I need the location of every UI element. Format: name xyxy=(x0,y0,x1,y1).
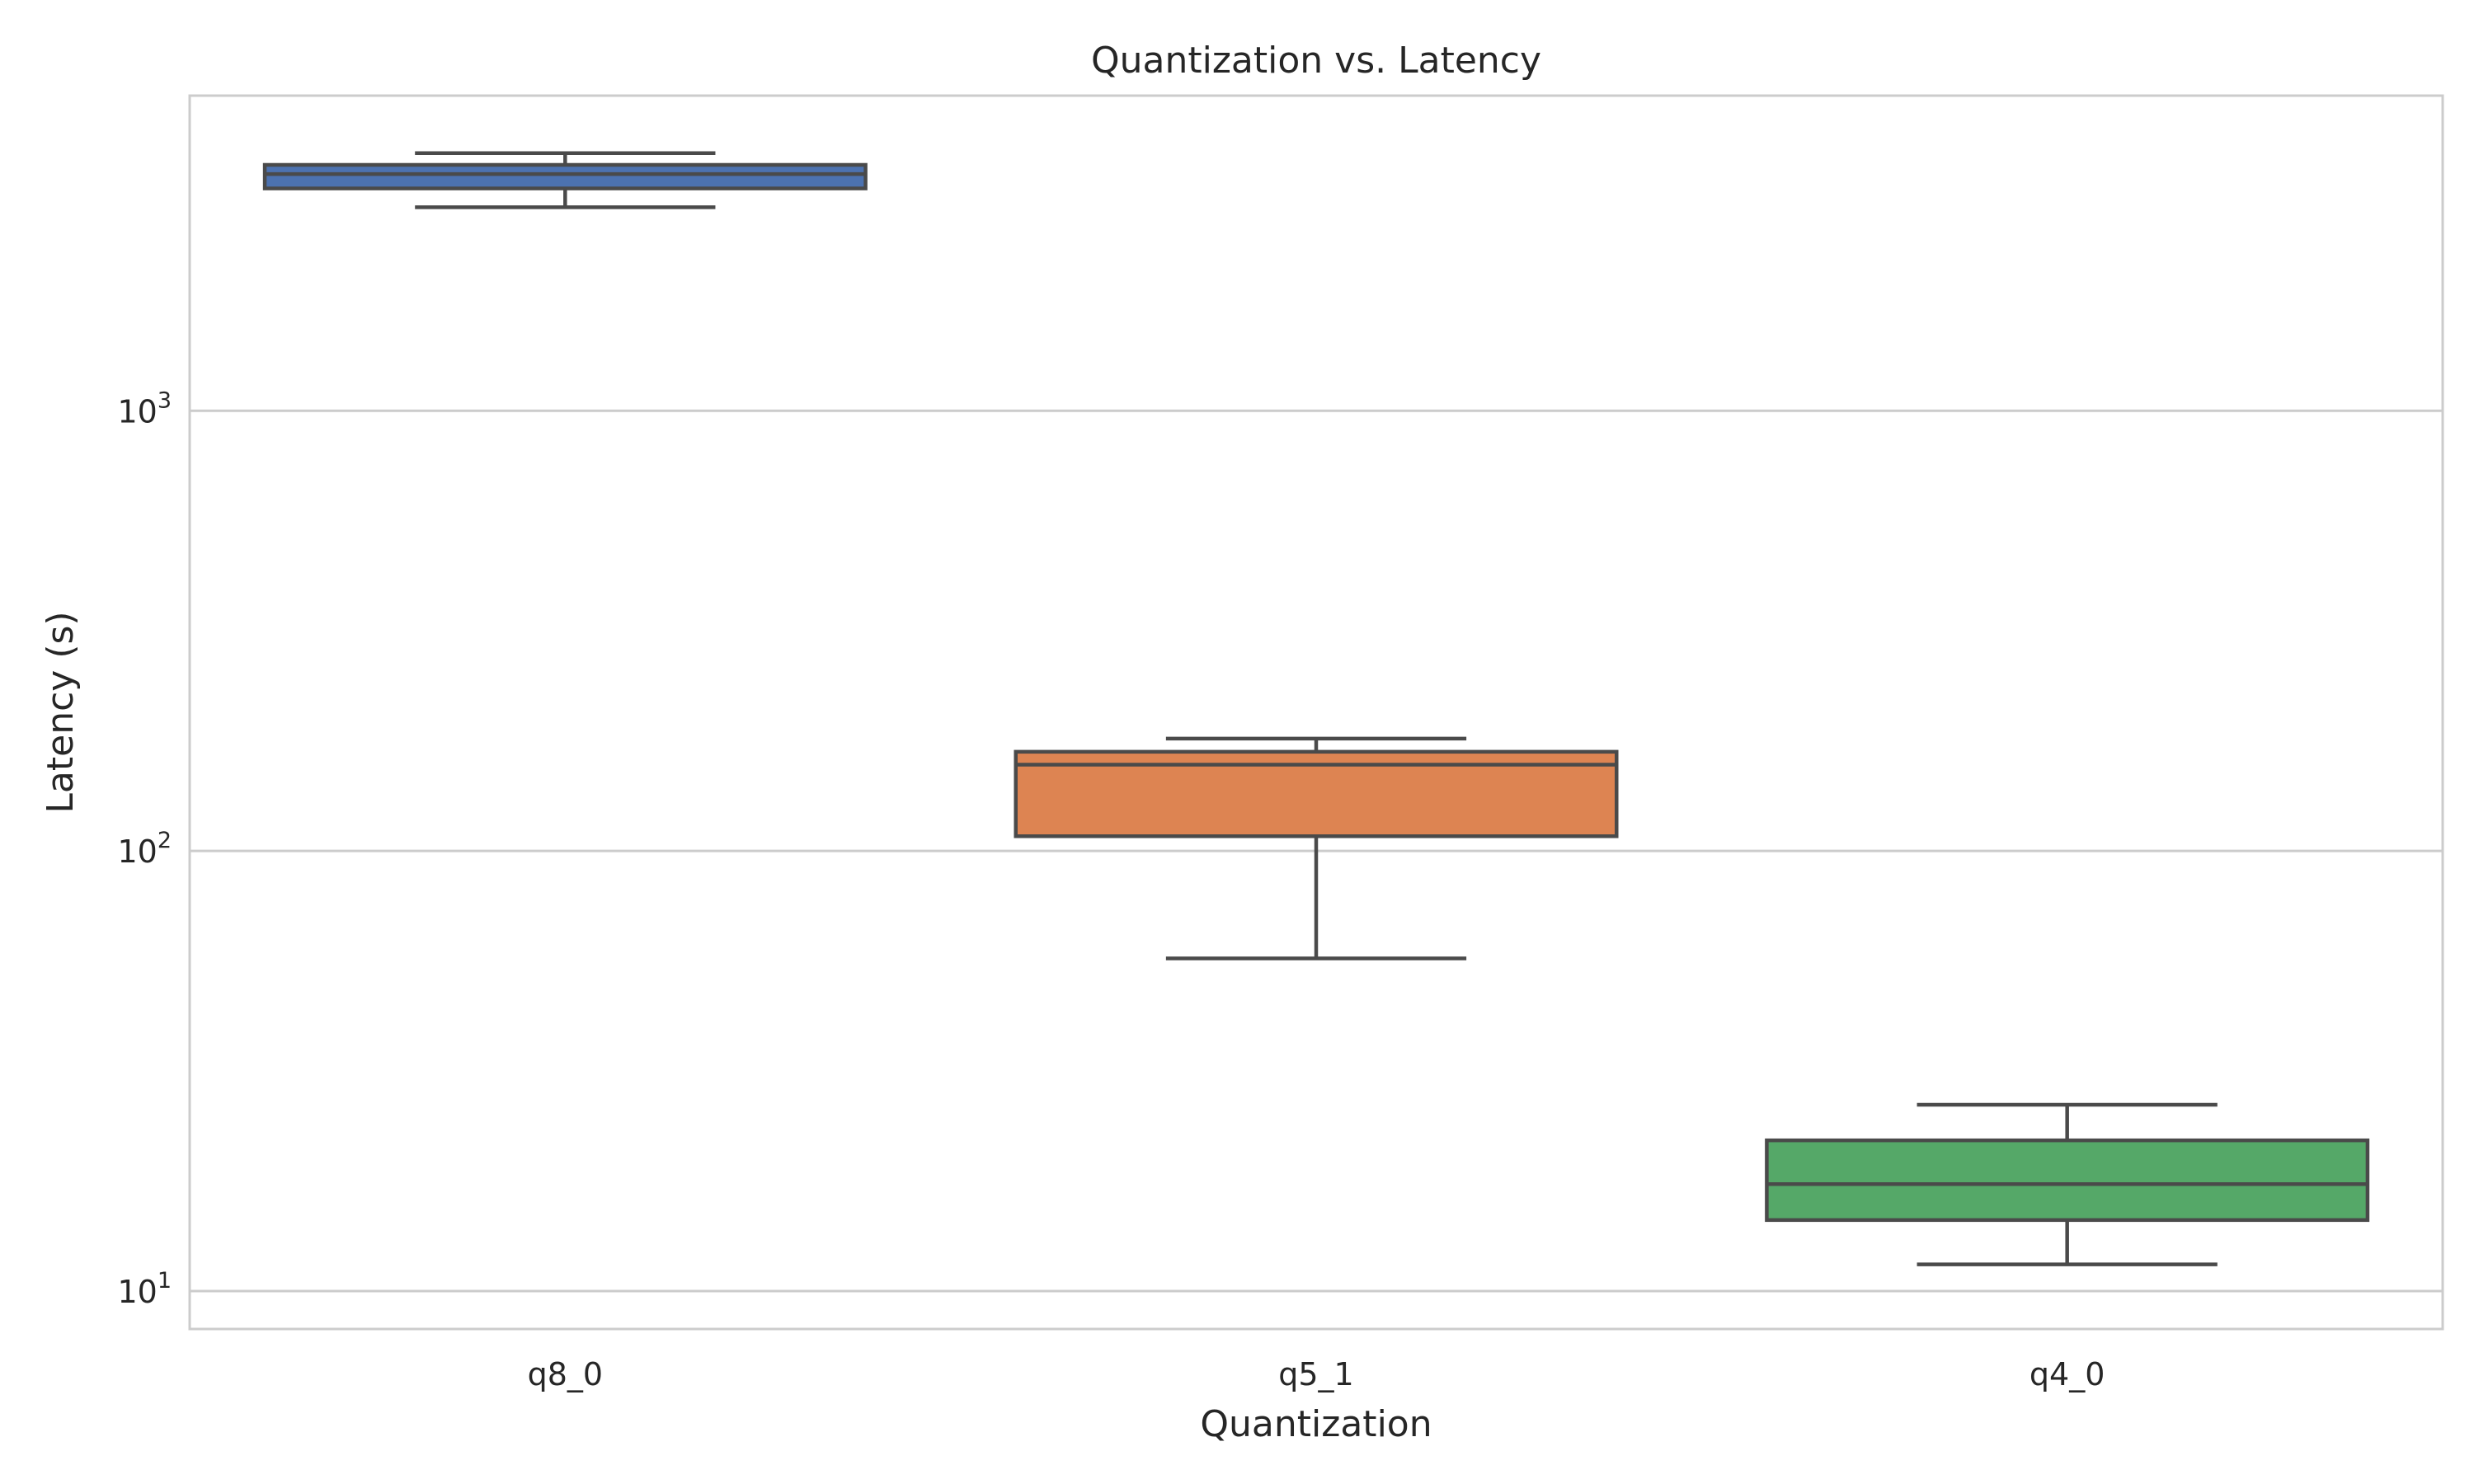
chart-title: Quantization vs. Latency xyxy=(1091,40,1541,82)
box-q5_1 xyxy=(1014,736,1619,960)
box-q4_0 xyxy=(1765,1102,2370,1266)
y-tick-label: 103 xyxy=(117,387,172,430)
y-axis-label: Latency (s) xyxy=(40,611,82,813)
x-tick-labels: q8_0 q5_1 q4_0 xyxy=(528,1356,2105,1392)
x-tick-label: q8_0 xyxy=(528,1356,603,1392)
iqr-box xyxy=(262,162,868,190)
iqr-box xyxy=(1765,1138,2370,1223)
boxes xyxy=(262,151,2370,1266)
y-tick-label: 101 xyxy=(117,1268,172,1310)
x-tick-label: q4_0 xyxy=(2030,1356,2105,1392)
box-q8_0 xyxy=(262,151,868,209)
y-tick-label: 102 xyxy=(117,828,172,870)
x-tick-label: q5_1 xyxy=(1278,1356,1353,1392)
y-tick-labels: 101 102 103 xyxy=(117,387,172,1310)
plot-frame xyxy=(188,94,2444,1331)
x-axis-label: Quantization xyxy=(1200,1403,1432,1445)
